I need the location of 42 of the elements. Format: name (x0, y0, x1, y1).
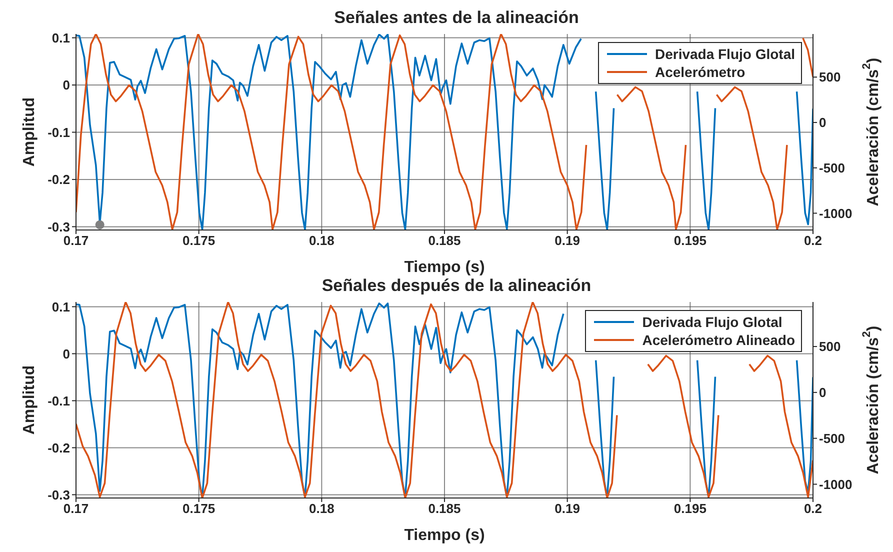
y-tick-label: -0.1 (48, 393, 70, 408)
x-axis-title: Tiempo (s) (404, 259, 485, 276)
legend-label: Derivada Flujo Glotal (654, 46, 795, 62)
x-tick-label: 0.18 (309, 501, 334, 516)
y2-tick-label: 500 (819, 339, 841, 354)
chart-title: Señales después de la alineación (320, 276, 592, 296)
legend-label: Acelerómetro Alineado (642, 332, 795, 348)
y-axis-title: Amplitud (20, 97, 38, 167)
y-axis-title: Amplitud (20, 365, 38, 435)
y2-tick-label: 500 (819, 70, 841, 85)
chart-title: Señales antes de la alineación (333, 8, 580, 28)
x-tick-label: 0.17 (63, 233, 89, 248)
x-tick-label: 0.175 (182, 501, 216, 516)
y-tick-label: -0.3 (48, 219, 70, 234)
x-tick-label: 0.195 (674, 501, 706, 516)
y2-tick-label: -1000 (819, 206, 852, 221)
y-tick-label: 0.1 (52, 299, 70, 314)
x-tick-label: 0.19 (554, 501, 580, 516)
y2-tick-label: 0 (819, 115, 826, 130)
y2-tick-label: -1000 (819, 476, 852, 492)
y-tick-label: -0.3 (48, 487, 70, 502)
x-tick-label: 0.18 (309, 233, 334, 248)
x-tick-label: 0.185 (428, 233, 461, 248)
y-tick-label: -0.1 (48, 124, 70, 140)
x-tick-label: 0.195 (674, 233, 706, 248)
y2-tick-label: 0 (819, 385, 826, 400)
y2-tick-label: -500 (819, 160, 846, 176)
y-tick-label: 0 (62, 346, 70, 362)
legend-label: Derivada Flujo Glotal (642, 314, 782, 330)
legend-label: Acelerómetro (654, 64, 746, 80)
x-axis-title: Tiempo (s) (404, 527, 485, 544)
y2-tick-label: -500 (819, 430, 846, 446)
y-tick-label: -0.2 (48, 172, 70, 188)
y-tick-label: 0 (62, 78, 70, 93)
y-tick-label: 0.1 (52, 30, 70, 46)
x-tick-label: 0.19 (554, 233, 580, 248)
y-tick-label: -0.2 (48, 440, 70, 456)
x-tick-label: 0.175 (182, 233, 216, 248)
x-tick-label: 0.2 (804, 233, 822, 248)
x-tick-label: 0.17 (63, 501, 89, 516)
x-tick-label: 0.185 (428, 501, 461, 516)
x-tick-label: 0.2 (804, 501, 822, 516)
